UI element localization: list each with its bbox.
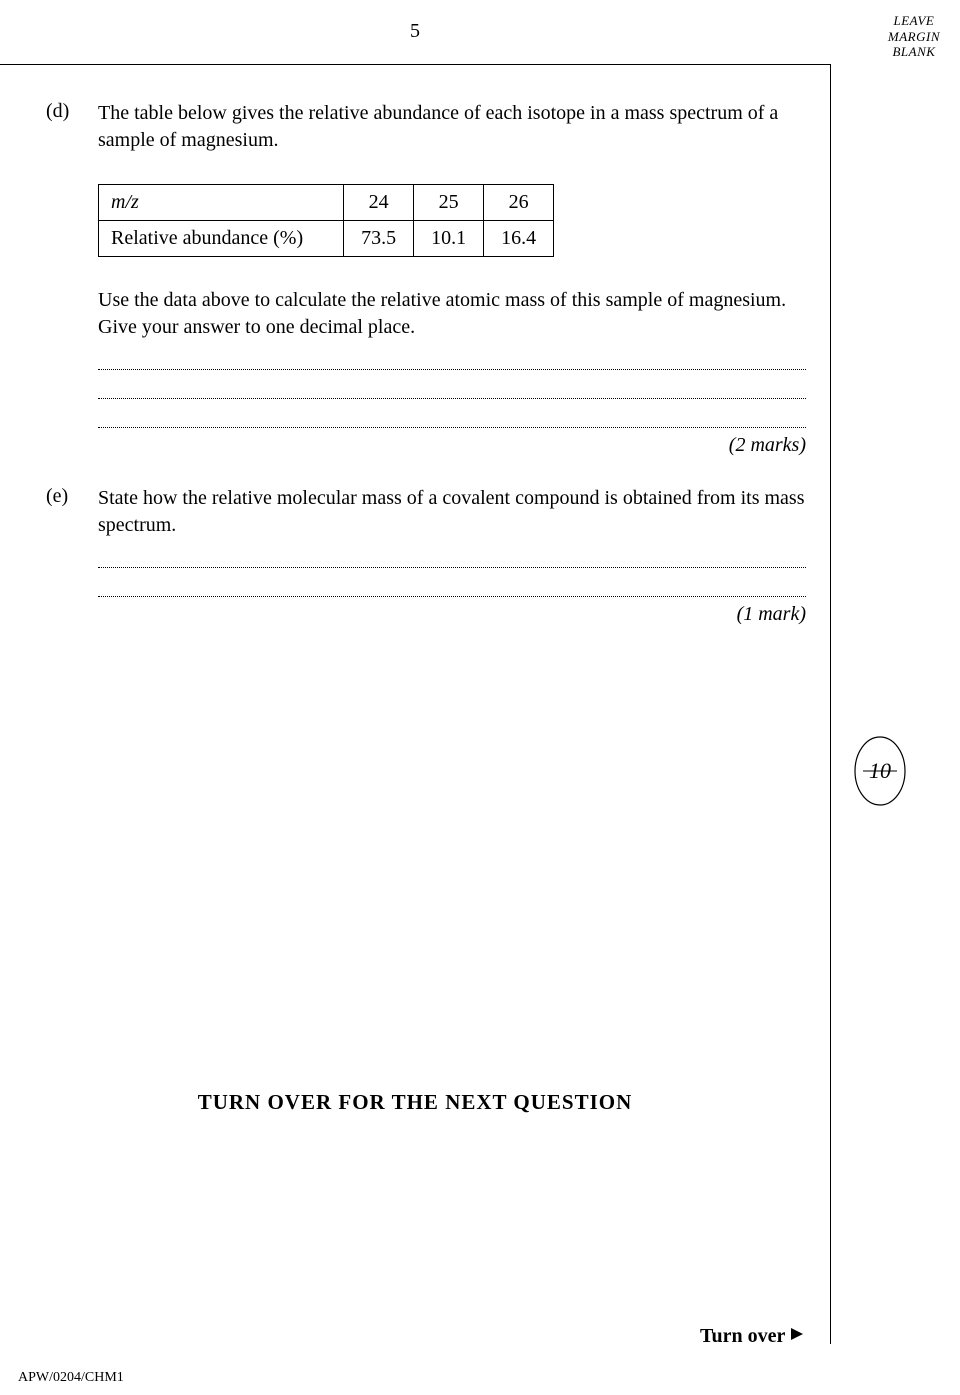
turn-over-footer: Turn over <box>700 1325 805 1348</box>
arrow-right-icon <box>789 1325 805 1348</box>
answer-line[interactable] <box>98 567 806 568</box>
abundance-label: Relative abundance (%) <box>99 221 344 257</box>
table-row: Relative abundance (%) 73.5 10.1 16.4 <box>99 221 554 257</box>
part-e-marks: (1 mark) <box>98 603 806 626</box>
mz-label: m/z <box>99 185 344 221</box>
part-label-d: (d) <box>46 100 98 154</box>
page-number: 5 <box>0 20 830 43</box>
margin-note: LEAVE MARGIN BLANK <box>888 13 940 60</box>
part-d: (d) The table below gives the relative a… <box>46 100 806 154</box>
margin-note-line: BLANK <box>888 44 940 60</box>
question-total-score: 10 <box>853 758 907 784</box>
answer-line[interactable] <box>98 427 806 428</box>
right-border <box>830 64 831 1344</box>
paper-code: APW/0204/CHM1 <box>18 1370 124 1386</box>
part-d-marks: (2 marks) <box>98 434 806 457</box>
turn-over-heading: TURN OVER FOR THE NEXT QUESTION <box>0 1090 830 1115</box>
isotope-table-wrap: m/z 24 25 26 Relative abundance (%) 73.5… <box>98 184 806 257</box>
table-cell: 26 <box>484 185 554 221</box>
question-content: (d) The table below gives the relative a… <box>46 100 806 626</box>
top-border <box>0 64 830 65</box>
turn-over-text: Turn over <box>700 1325 785 1348</box>
table-cell: 16.4 <box>484 221 554 257</box>
part-d-instruction1: Use the data above to calculate the rela… <box>98 287 806 314</box>
part-e: (e) State how the relative molecular mas… <box>46 485 806 539</box>
table-cell: 10.1 <box>414 221 484 257</box>
part-e-text: State how the relative molecular mass of… <box>98 485 806 539</box>
table-cell: 24 <box>344 185 414 221</box>
answer-line[interactable] <box>98 369 806 370</box>
answer-line[interactable] <box>98 398 806 399</box>
table-cell: 25 <box>414 185 484 221</box>
part-d-instruction2: Give your answer to one decimal place. <box>98 314 806 341</box>
table-cell: 73.5 <box>344 221 414 257</box>
table-row: m/z 24 25 26 <box>99 185 554 221</box>
answer-line[interactable] <box>98 596 806 597</box>
part-label-e: (e) <box>46 485 98 539</box>
margin-note-line: MARGIN <box>888 29 940 45</box>
part-d-text: The table below gives the relative abund… <box>98 100 806 154</box>
isotope-table: m/z 24 25 26 Relative abundance (%) 73.5… <box>98 184 554 257</box>
margin-note-line: LEAVE <box>888 13 940 29</box>
